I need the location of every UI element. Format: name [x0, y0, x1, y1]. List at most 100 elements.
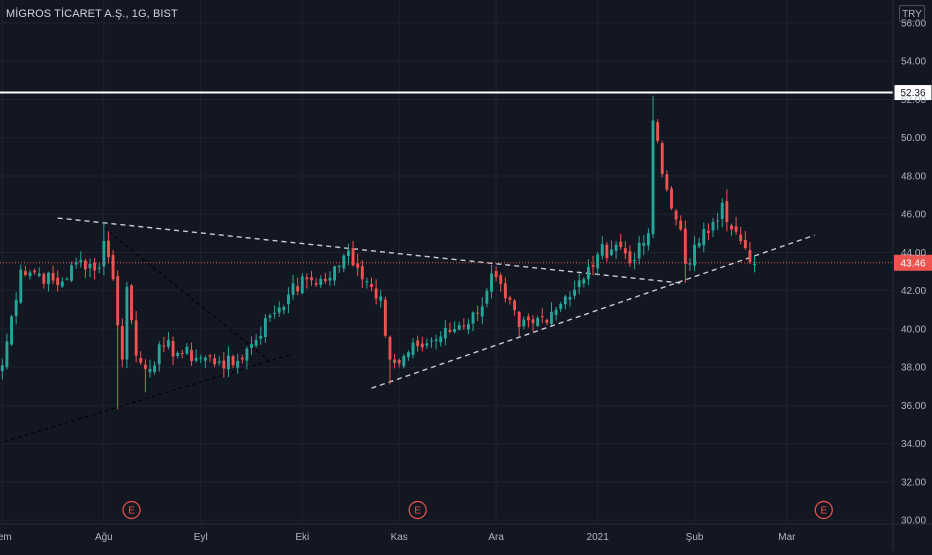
candle-body — [619, 241, 623, 248]
y-tick-label: 30.00 — [901, 516, 926, 527]
candle-body — [125, 286, 129, 360]
y-tick-label: 50.00 — [901, 133, 926, 144]
candle-body — [513, 300, 517, 311]
candle-body — [236, 360, 240, 368]
candle-body — [485, 290, 489, 304]
candle-body — [102, 240, 106, 267]
candle-body — [600, 244, 604, 256]
candle-body — [213, 358, 217, 365]
candle-body — [277, 307, 281, 313]
candle-body — [430, 340, 433, 342]
candle-body — [351, 248, 355, 266]
y-tick-label: 34.00 — [901, 439, 926, 450]
candle-body — [443, 327, 447, 339]
earnings-marker-label: E — [128, 506, 135, 517]
candle-body — [167, 339, 170, 347]
candle-body — [656, 122, 660, 141]
candle-body — [222, 360, 226, 369]
y-tick-label: 48.00 — [901, 171, 926, 182]
candle-body — [517, 311, 521, 328]
candle-body — [480, 306, 484, 317]
candle-body — [116, 276, 120, 326]
candle-body — [725, 201, 729, 223]
candle-body — [139, 358, 143, 363]
candle-body — [51, 273, 55, 281]
y-tick-label: 46.00 — [901, 210, 926, 221]
candle-body — [333, 266, 337, 281]
candle-body — [282, 307, 286, 311]
candle-body — [130, 285, 133, 321]
candle-body — [300, 276, 304, 294]
y-tick-label: 56.00 — [901, 18, 926, 29]
candle-body — [490, 273, 493, 292]
candle-body — [697, 242, 701, 247]
candle-body — [471, 312, 475, 324]
candle-body — [365, 281, 369, 283]
candle-body — [134, 320, 138, 356]
candle-body — [568, 297, 572, 300]
candle-body — [42, 274, 46, 284]
candle-body — [730, 225, 733, 230]
candle-body — [254, 339, 258, 346]
candle-body — [88, 263, 92, 269]
earnings-marker-icon — [408, 500, 427, 520]
candle-body — [199, 357, 203, 359]
candle-body — [706, 231, 710, 233]
candle-body — [573, 289, 576, 296]
candle-body — [531, 319, 535, 324]
candle-body — [153, 365, 157, 373]
candle-body — [194, 358, 198, 361]
candle-body — [425, 343, 429, 346]
candle-body — [406, 352, 410, 358]
candle-body — [231, 356, 235, 366]
candle-body — [711, 221, 715, 231]
candle-body — [536, 317, 540, 326]
candle-body — [305, 277, 309, 280]
candle-body — [734, 226, 738, 232]
candle-body — [508, 297, 512, 300]
candle-body — [614, 244, 618, 251]
candle-body — [550, 311, 553, 325]
candle-body — [679, 220, 683, 230]
y-tick-label: 38.00 — [901, 363, 926, 374]
candle-body — [97, 267, 101, 269]
resistance-price-tag-bg — [893, 84, 932, 102]
candle-body — [554, 309, 558, 315]
earnings-marker-label: E — [414, 506, 421, 517]
candle-body — [319, 278, 323, 285]
candle-body — [273, 312, 277, 314]
candle-body — [227, 355, 230, 370]
candle-body — [314, 283, 318, 285]
candle-body — [416, 340, 420, 347]
candle-body — [240, 357, 244, 360]
earnings-marker-icon — [814, 500, 833, 520]
grid-lines — [0, 0, 893, 524]
candle-body — [674, 210, 678, 220]
candle-body — [503, 283, 507, 299]
earnings-marker-icon — [122, 500, 141, 520]
candle-body — [148, 368, 152, 373]
earnings-marker-label: E — [820, 506, 827, 517]
candle-body — [342, 255, 346, 269]
candle-body — [217, 361, 221, 363]
candle-body — [28, 272, 32, 276]
symbol-title: MİGROS TİCARET A.Ş., 1G, BIST — [6, 8, 178, 20]
candle-body — [107, 240, 110, 258]
candle-body — [356, 263, 360, 268]
candle-body — [250, 344, 253, 348]
candle-body — [259, 335, 263, 339]
candle-body — [374, 288, 378, 299]
candle-body — [434, 339, 438, 341]
candle-body — [360, 266, 364, 280]
candle-body — [245, 348, 249, 361]
candle-body — [540, 316, 544, 318]
currency-badge[interactable]: TRY — [899, 5, 925, 22]
candle-body — [291, 283, 295, 295]
x-tick-label: 2021 — [587, 532, 610, 543]
candle-body — [582, 279, 586, 284]
candle-body — [176, 352, 180, 357]
candle-body — [65, 278, 69, 280]
